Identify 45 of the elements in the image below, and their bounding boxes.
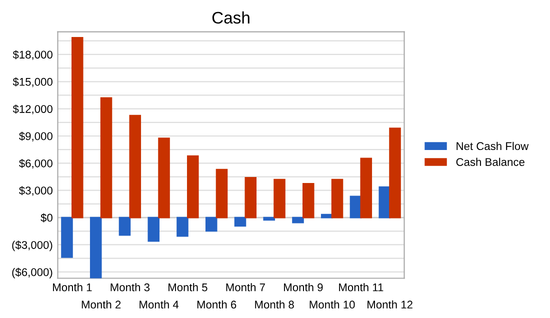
y-tick-label: ($3,000) [12, 240, 52, 252]
bar [100, 97, 112, 218]
x-tick-label: Month 10 [310, 300, 355, 309]
bar [90, 216, 102, 278]
legend-label: Cash Balance [456, 158, 524, 166]
bar [389, 128, 401, 218]
legend-label: Net Cash Flow [456, 142, 529, 150]
bar [129, 114, 142, 218]
bar [292, 216, 304, 224]
y-tick-label: $18,000 [12, 50, 52, 60]
bar [331, 178, 344, 218]
x-tick-label: Month 3 [110, 283, 150, 292]
y-tick-label: ($6,000) [12, 268, 52, 278]
y-tick-label: $9,000 [19, 132, 52, 142]
bar [118, 216, 131, 236]
x-tick-label: Month 12 [368, 300, 412, 309]
x-tick-label: Month 11 [339, 283, 384, 292]
x-tick-label: Month 8 [255, 300, 294, 309]
bar [61, 216, 73, 258]
y-tick-label: $15,000 [12, 77, 52, 88]
bar [186, 155, 199, 218]
bar [360, 158, 372, 218]
x-tick-label: Month 5 [168, 283, 208, 292]
bar [158, 138, 170, 218]
y-tick-label: $12,000 [12, 104, 52, 114]
chart-title: Cash [212, 11, 250, 24]
bar [216, 168, 228, 218]
bar [176, 216, 188, 237]
x-tick-label: Month 9 [284, 283, 323, 292]
x-tick-label: Month 4 [140, 300, 179, 309]
bar [205, 216, 218, 232]
bar [71, 36, 84, 218]
y-tick-label: $0 [40, 213, 52, 222]
x-tick-label: Month 7 [226, 283, 265, 292]
bar [274, 178, 286, 218]
bar [234, 216, 246, 227]
y-tick-label: $6,000 [19, 158, 52, 169]
bar [244, 176, 257, 218]
x-tick-label: Month 1 [53, 283, 92, 292]
x-tick-label: Month 2 [82, 300, 121, 309]
x-tick-label: Month 6 [197, 300, 236, 309]
bar [148, 216, 160, 242]
bar [263, 216, 276, 221]
bar [302, 182, 314, 218]
y-tick-label: $3,000 [19, 186, 52, 196]
